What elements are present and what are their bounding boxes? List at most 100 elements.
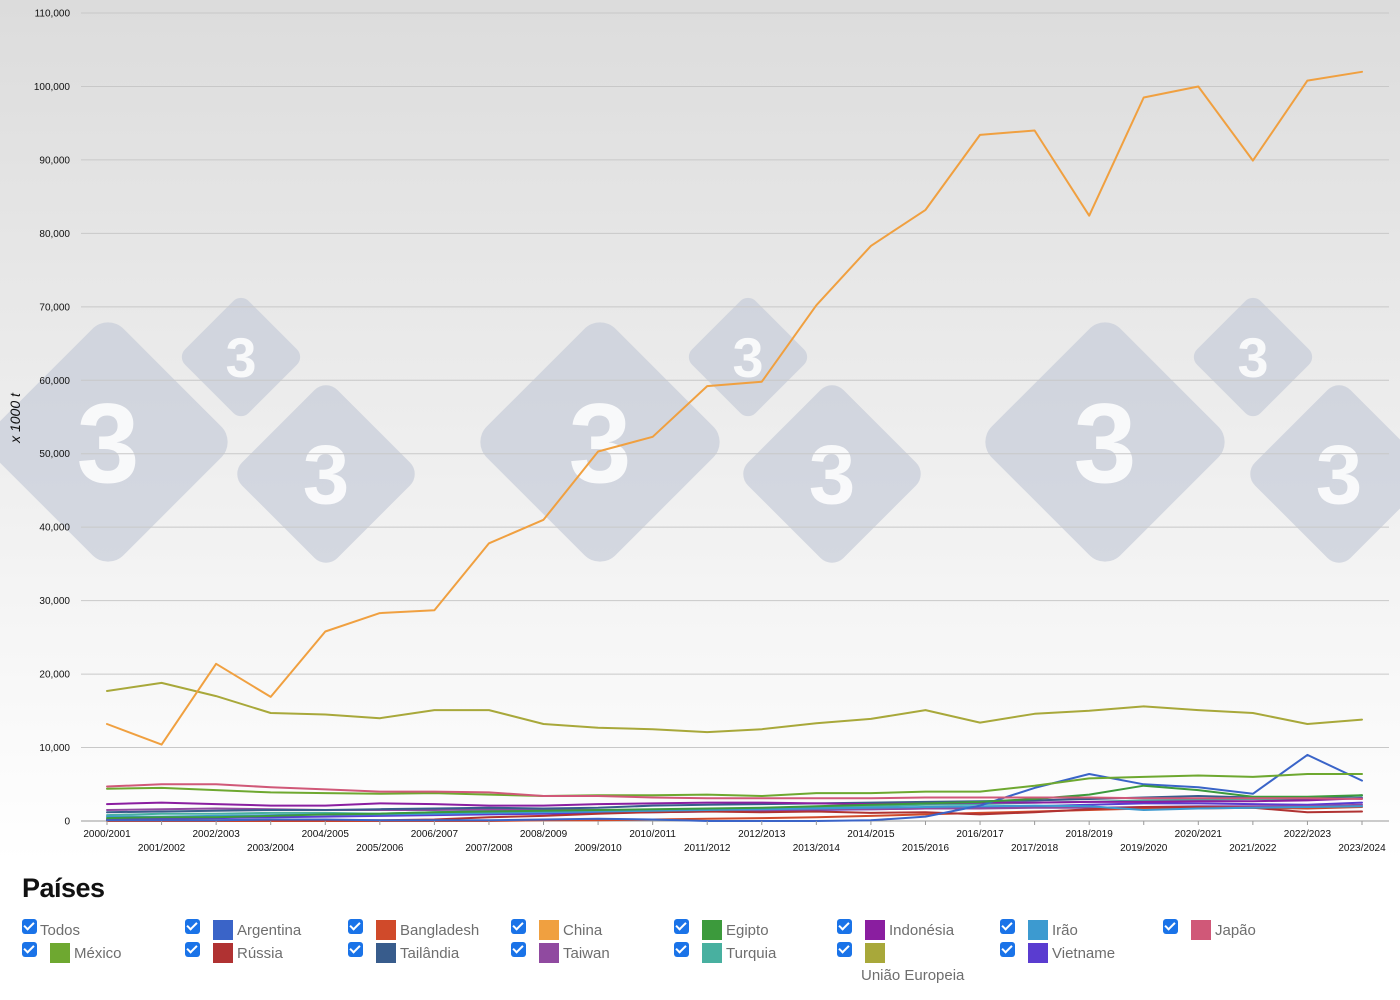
legend-label: Bangladesh (400, 922, 480, 939)
x-tick-label: 2014/2015 (847, 829, 895, 840)
legend-label: Todos (40, 922, 81, 939)
series-line-argentina (106, 753, 1363, 822)
legend-item-china[interactable]: China (511, 919, 671, 941)
legend-swatch (213, 943, 233, 963)
y-tick-label: 40,000 (39, 523, 70, 534)
svg-text:3: 3 (225, 326, 256, 389)
legend-item-todos[interactable]: Todos (22, 919, 182, 941)
legend-checkbox[interactable] (511, 942, 526, 957)
legend-swatch (865, 943, 885, 963)
legend-item-turquia[interactable]: Turquia (674, 942, 834, 964)
watermark-mark: 3 (985, 322, 1225, 562)
x-tick-label: 2005/2006 (356, 843, 404, 854)
y-tick-label: 0 (64, 817, 70, 828)
svg-text:3: 3 (1237, 326, 1268, 389)
watermark-mark: 3 (237, 385, 415, 563)
y-tick-label: 30,000 (39, 596, 70, 607)
legend-checkbox[interactable] (348, 942, 363, 957)
x-tick-label: 2000/2001 (83, 829, 131, 840)
legend-item-russia[interactable]: Rússia (185, 942, 345, 964)
x-tick-label: 2019/2020 (1120, 843, 1168, 854)
legend-checkbox[interactable] (348, 919, 363, 934)
legend-checkbox[interactable] (185, 919, 200, 934)
series-lines (106, 70, 1363, 822)
legend-checkbox[interactable] (837, 942, 852, 957)
svg-text:3: 3 (1316, 428, 1363, 522)
x-tick-label: 2009/2010 (574, 843, 622, 854)
svg-text:3: 3 (77, 380, 140, 506)
svg-text:3: 3 (569, 380, 632, 506)
legend-checkbox[interactable] (22, 942, 37, 957)
legend-swatch (702, 920, 722, 940)
series-line-méxico (106, 773, 1363, 797)
line-chart: 333 333 333 010,00020,00030,00040,00050,00… (0, 0, 1400, 862)
legend-item-irao[interactable]: Irão (1000, 919, 1160, 941)
x-axis-ticks: 2000/2001 2001/2002 2002/2003 2003/2004 2004… (83, 821, 1386, 854)
legend-swatch (702, 943, 722, 963)
svg-text:3: 3 (1074, 380, 1137, 506)
watermark-mark: 3 (0, 322, 228, 562)
legend-item-indonesia[interactable]: Indonésia (837, 919, 997, 941)
legend-swatch (539, 943, 559, 963)
legend-item-tailandia[interactable]: Tailândia (348, 942, 508, 964)
x-tick-label: 2006/2007 (411, 829, 459, 840)
x-tick-label: 2002/2003 (192, 829, 240, 840)
x-tick-label: 2023/2024 (1338, 843, 1386, 854)
y-tick-label: 50,000 (39, 449, 70, 460)
watermark-mark: 3 (688, 297, 808, 417)
legend-item-uniao-europeia[interactable]: União Europeia (837, 942, 997, 984)
legend-item-argentina[interactable]: Argentina (185, 919, 345, 941)
legend-swatch (1028, 920, 1048, 940)
legend-checkbox[interactable] (1163, 919, 1178, 934)
y-tick-label: 110,000 (35, 9, 71, 20)
x-tick-label: 2017/2018 (1011, 843, 1059, 854)
x-tick-label: 2022/2023 (1284, 829, 1332, 840)
series-line-egipto (106, 784, 1363, 820)
y-tick-label: 70,000 (39, 302, 70, 313)
legend-item-taiwan[interactable]: Taiwan (511, 942, 671, 964)
legend-swatch (376, 943, 396, 963)
legend-item-mexico[interactable]: México (22, 942, 182, 964)
legend-checkbox[interactable] (1000, 919, 1015, 934)
y-tick-label: 90,000 (39, 155, 70, 166)
legend-label: Indonésia (889, 922, 955, 939)
legend-swatch (50, 943, 70, 963)
legend-item-bangladesh[interactable]: Bangladesh (348, 919, 508, 941)
y-tick-label: 60,000 (39, 376, 70, 387)
y-tick-label: 80,000 (39, 229, 70, 240)
legend-checkbox[interactable] (1000, 942, 1015, 957)
y-tick-label: 10,000 (39, 743, 70, 754)
legend-checkbox[interactable] (674, 919, 689, 934)
legend-checkbox[interactable] (185, 942, 200, 957)
watermark-mark: 3 (743, 385, 921, 563)
legend-item-japao[interactable]: Japão (1163, 919, 1323, 941)
x-tick-label: 2001/2002 (138, 843, 186, 854)
legend-label: México (74, 945, 122, 962)
legend-label: Japão (1215, 922, 1256, 939)
x-tick-label: 2011/2012 (684, 843, 731, 854)
legend-swatch (865, 920, 885, 940)
svg-text:3: 3 (303, 428, 350, 522)
x-tick-label: 2020/2021 (1175, 829, 1223, 840)
x-tick-label: 2021/2022 (1229, 843, 1277, 854)
x-tick-label: 2012/2013 (738, 829, 786, 840)
legend-checkbox[interactable] (511, 919, 526, 934)
legend-checkbox[interactable] (674, 942, 689, 957)
legend-swatch (1028, 943, 1048, 963)
svg-text:3: 3 (809, 428, 856, 522)
x-tick-label: 2013/2014 (793, 843, 841, 854)
series-line-china (106, 70, 1363, 746)
legend-item-vietname[interactable]: Vietname (1000, 942, 1160, 964)
y-axis-label: x 1000 t (7, 392, 23, 444)
legend-checkbox[interactable] (837, 919, 852, 934)
watermark: 333 333 333 (0, 297, 1400, 563)
legend-swatch (376, 920, 396, 940)
y-tick-label: 100,000 (34, 82, 71, 93)
legend-label: Irão (1052, 922, 1078, 939)
series-line-japão (106, 783, 1363, 800)
watermark-mark: 3 (1250, 385, 1400, 563)
legend-checkbox[interactable] (22, 919, 37, 934)
legend-label: Turquia (726, 945, 777, 962)
x-tick-label: 2004/2005 (302, 829, 350, 840)
legend-item-egipto[interactable]: Egipto (674, 919, 834, 941)
